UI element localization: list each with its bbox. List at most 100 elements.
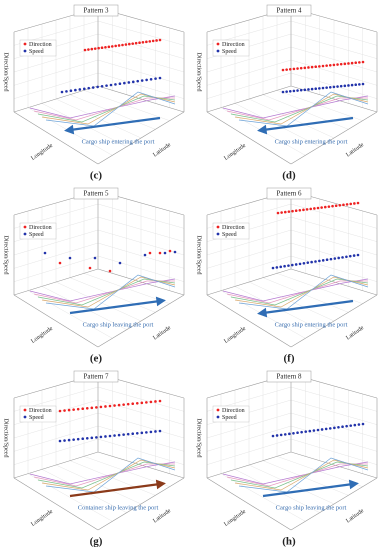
- point: [358, 61, 361, 64]
- trajectory: [238, 91, 369, 127]
- axis-edge: [97, 477, 185, 531]
- point: [58, 439, 62, 443]
- point: [97, 46, 100, 50]
- grid-line: [55, 464, 142, 505]
- point: [141, 40, 145, 44]
- arrow-head: [155, 479, 166, 490]
- direction-arrow: [69, 482, 161, 498]
- x-axis-label: Longitude: [30, 326, 54, 345]
- trajectory: [226, 97, 368, 121]
- axis-edge: [290, 477, 378, 531]
- point: [288, 432, 291, 436]
- point: [314, 65, 318, 69]
- arrow-head: [257, 307, 268, 318]
- trajectory: [238, 457, 369, 493]
- title-box: [266, 4, 312, 17]
- point: [347, 84, 350, 87]
- point: [296, 67, 299, 70]
- point: [329, 257, 333, 261]
- point: [100, 46, 104, 50]
- point: [333, 257, 337, 260]
- legend-label: Direction: [222, 225, 245, 231]
- legend-label: Direction: [222, 408, 245, 414]
- axis-edge: [290, 111, 378, 165]
- point: [302, 208, 305, 212]
- point: [121, 43, 124, 47]
- point: [352, 254, 356, 257]
- point: [291, 263, 294, 267]
- point: [118, 261, 122, 265]
- point: [316, 206, 320, 210]
- title-box: [73, 4, 119, 17]
- trajectory: [33, 97, 175, 121]
- point: [122, 433, 125, 436]
- point: [292, 89, 296, 93]
- legend-marker: [216, 49, 220, 53]
- point: [93, 256, 97, 260]
- legend-box: [212, 405, 250, 423]
- trajectory: [45, 274, 176, 310]
- point: [361, 82, 365, 86]
- grid-line: [55, 281, 142, 322]
- point: [76, 407, 80, 411]
- point: [82, 87, 86, 91]
- point: [113, 434, 116, 437]
- grid-line: [55, 98, 142, 139]
- point: [74, 88, 77, 92]
- point: [131, 432, 135, 436]
- annotation: Cargo ship entering the port: [82, 138, 155, 145]
- point: [323, 205, 327, 209]
- axis-edge: [206, 477, 292, 531]
- point: [78, 88, 82, 91]
- point: [104, 45, 107, 49]
- axis-edge: [97, 268, 185, 296]
- point: [158, 251, 162, 255]
- panel-label: (f): [284, 353, 295, 365]
- point: [109, 83, 113, 87]
- point: [356, 253, 360, 257]
- arrow-head: [348, 479, 359, 490]
- point: [134, 41, 138, 45]
- point: [68, 256, 72, 260]
- point: [158, 429, 162, 433]
- legend-marker: [216, 42, 220, 46]
- axis-edge: [206, 451, 292, 479]
- point: [60, 90, 64, 94]
- point: [148, 40, 152, 43]
- axis-edge: [13, 85, 99, 113]
- y-axis-label: Direction/Speed: [3, 53, 9, 92]
- point: [85, 406, 89, 410]
- legend-box: [19, 39, 57, 57]
- point: [136, 79, 140, 83]
- trajectory: [238, 274, 369, 310]
- legend-label: Speed: [29, 49, 44, 55]
- point: [145, 431, 148, 434]
- point: [292, 67, 296, 71]
- point: [85, 436, 89, 440]
- point: [81, 437, 85, 441]
- point: [341, 425, 344, 429]
- grid-line: [220, 473, 306, 522]
- point: [332, 63, 336, 67]
- point: [361, 60, 365, 64]
- point: [303, 88, 307, 92]
- title-box: [73, 370, 119, 383]
- legend-marker: [23, 415, 27, 419]
- point: [314, 260, 317, 263]
- point: [81, 407, 85, 411]
- point: [337, 425, 340, 429]
- point: [354, 83, 358, 87]
- trajectory: [226, 463, 368, 487]
- point: [356, 201, 360, 205]
- point: [358, 83, 361, 86]
- point: [307, 66, 310, 69]
- point: [342, 203, 345, 207]
- point: [353, 423, 357, 427]
- axis-edge: [206, 268, 292, 296]
- point: [99, 405, 103, 409]
- point: [279, 265, 283, 269]
- point: [313, 207, 316, 210]
- y-axis-label: Direction/Speed: [196, 53, 202, 92]
- y-axis-label: Direction/Speed: [196, 419, 202, 458]
